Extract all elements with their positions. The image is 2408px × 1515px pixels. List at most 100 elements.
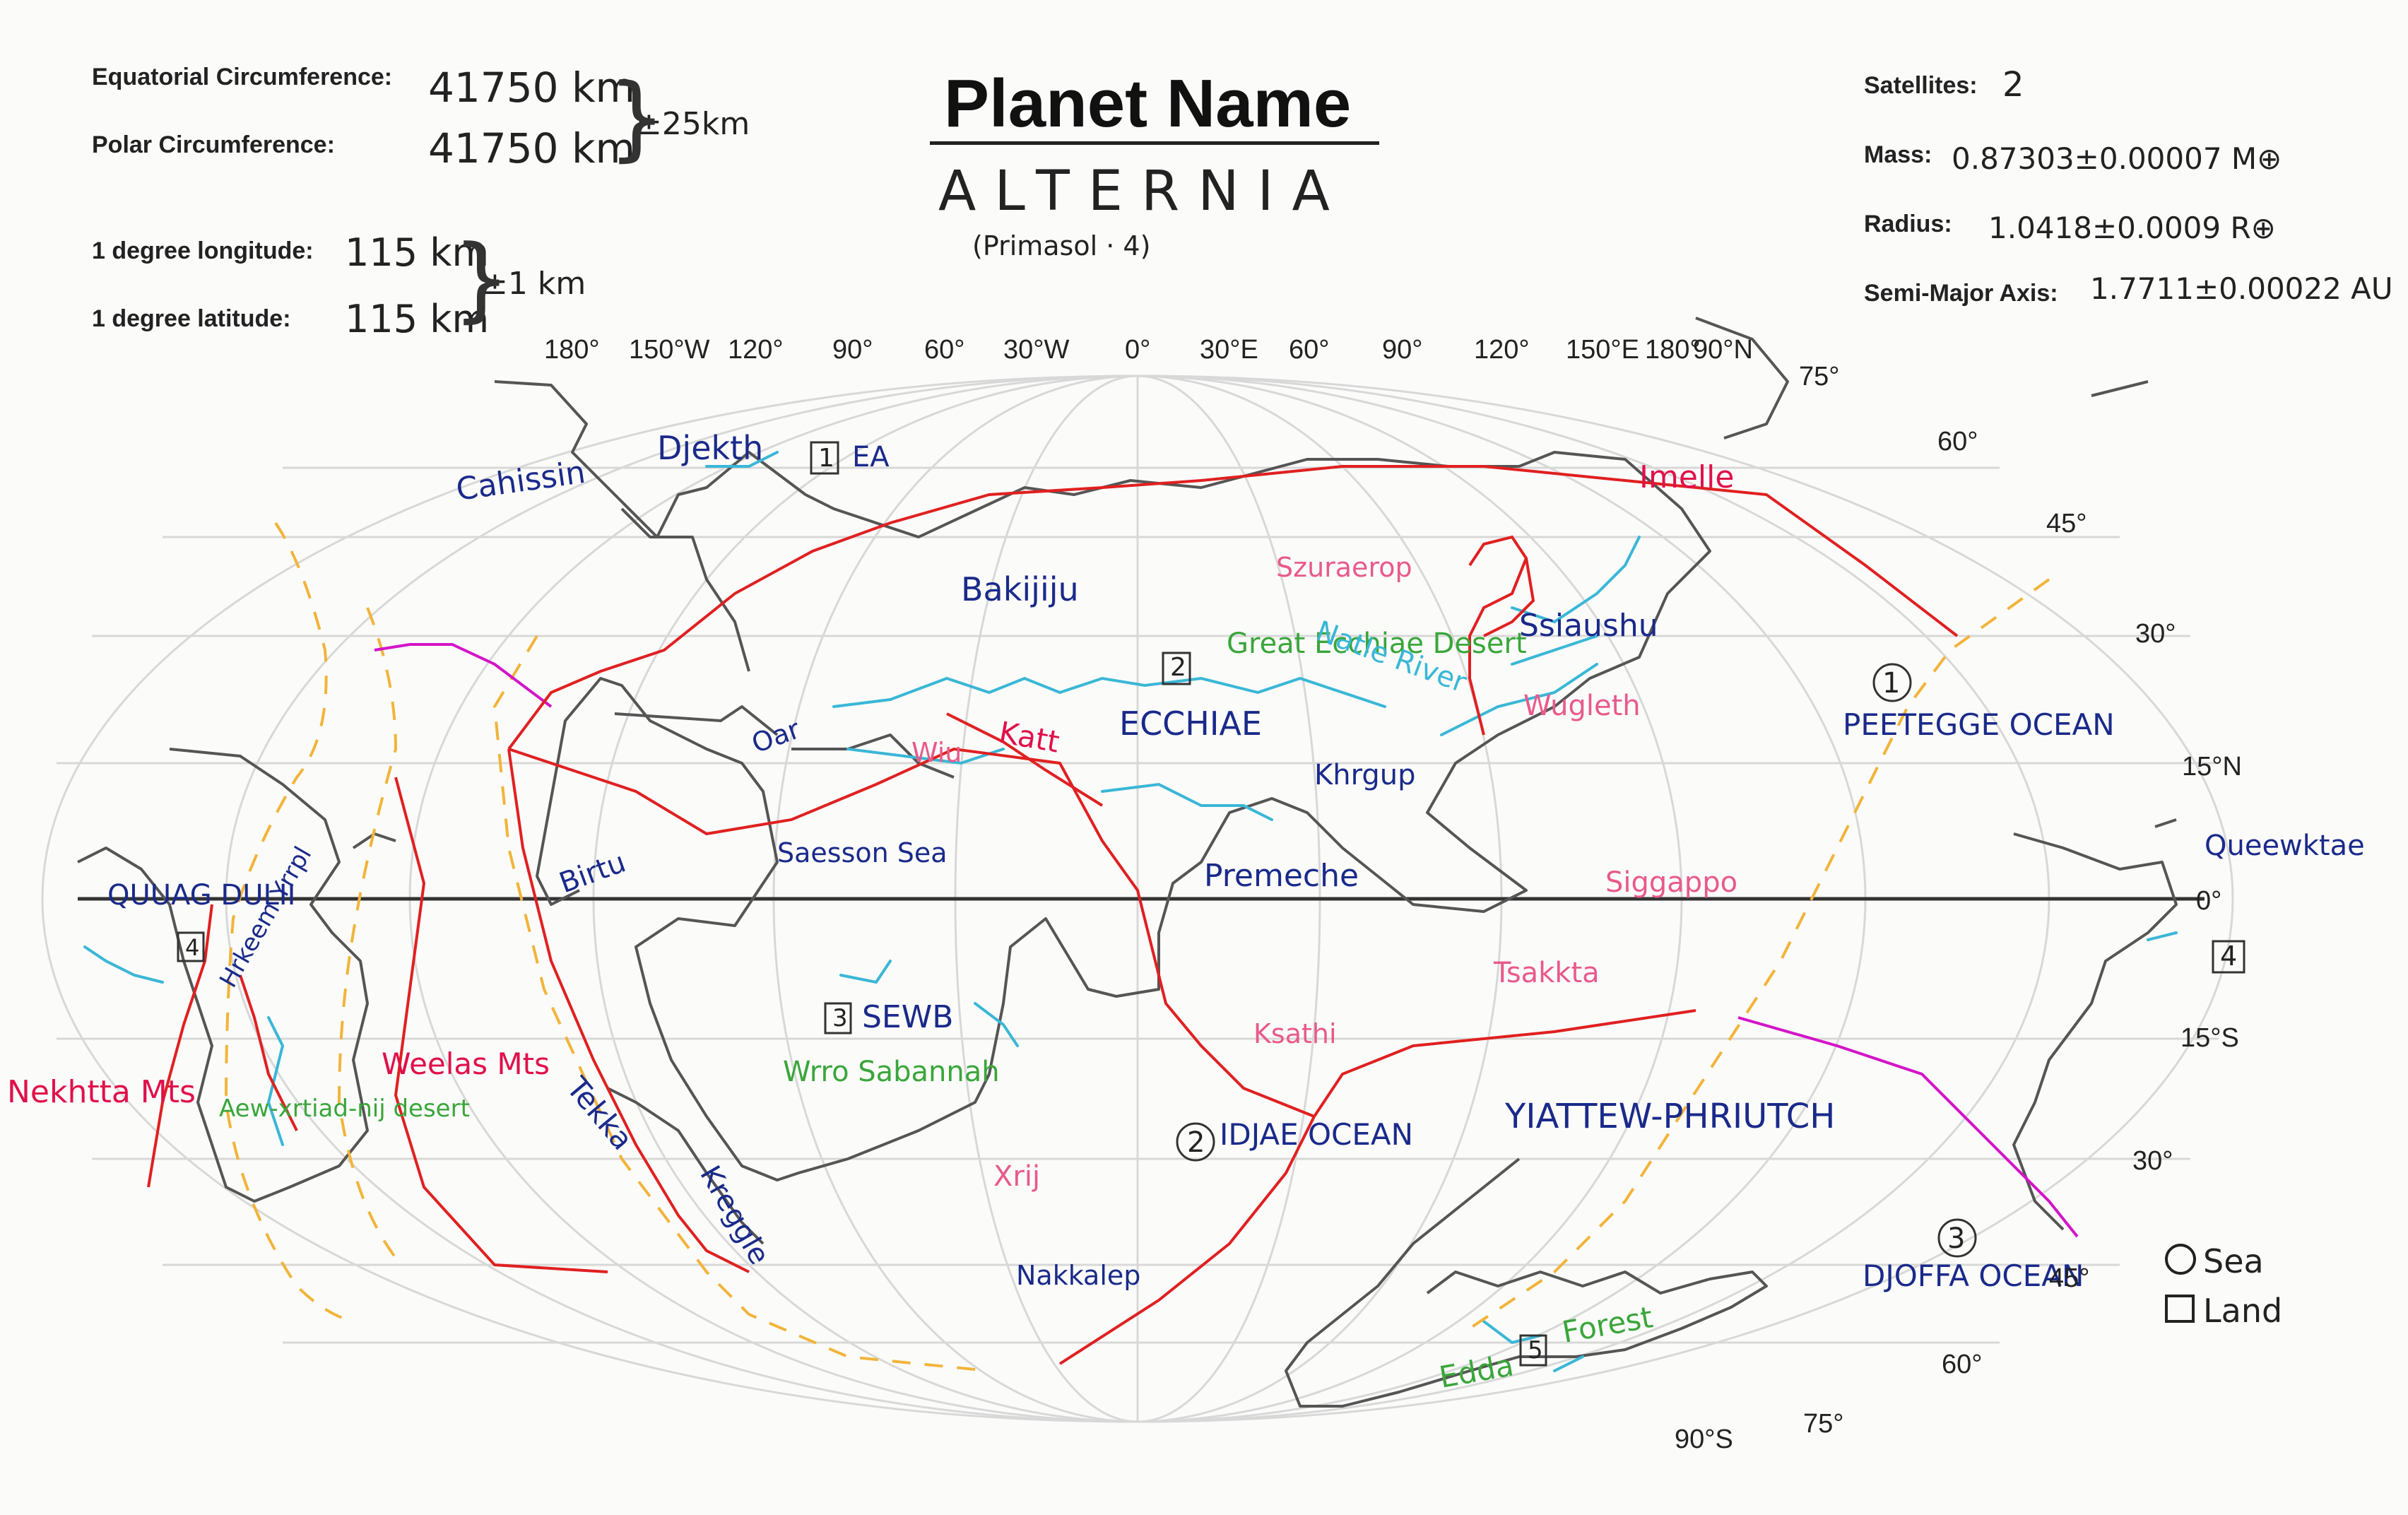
place-label-wrro-savannah: Wrro Sabannah [783,1056,1000,1088]
latitude-tick: 75° [1799,362,1840,391]
legend-land-label: Land [2203,1292,2283,1330]
longitude-tick: 120° [1474,335,1530,365]
latitude-tick: 30° [2132,1146,2173,1176]
region-number-1: 1 [818,444,834,473]
place-label-katt: Katt [996,715,1062,760]
degree-tolerance: ±1 km [482,266,586,302]
page-title: Planet Name [944,66,1352,141]
place-label-ea: EA [852,441,890,473]
longitude-tick: 150°E [1566,335,1639,365]
place-label-ecchiae: ECCHIAE [1119,705,1262,743]
place-label-tsakkta: Tsakkta [1493,957,1600,989]
latitude-tick: 75° [1803,1409,1844,1439]
longitude-tick: 30°E [1200,335,1258,365]
degree-latitude-label: 1 degree latitude: [92,305,291,332]
semi-major-axis-value: 1.7711±0.00022 AU [2090,271,2393,306]
place-label-wiu: Wiu [911,737,962,768]
latitude-tick: 30° [2135,619,2176,649]
degree-longitude-label: 1 degree longitude: [92,237,314,264]
mass-label: Mass: [1864,141,1932,168]
satellites-label: Satellites: [1864,72,1978,99]
longitude-tick: 90° [832,335,873,365]
ocean-number-2: 2 [1187,1126,1205,1159]
place-label-hrkeem-yrrpl: Hrkeem Yrrpl [214,842,317,992]
place-label-saesson-sea: Saesson Sea [777,837,948,868]
legend-sea-symbol [2165,1244,2196,1275]
ocean-number-1: 1 [1882,667,1900,700]
degree-latitude-value: 115 km [345,297,490,341]
ocean-number-circle [1872,663,1912,702]
place-label-khrgup: Khrgup [1314,759,1415,791]
place-label-edda: Edda [1436,1348,1516,1395]
place-label-xrij: Xrij [993,1160,1040,1193]
latitude-tick: 0° [2196,886,2222,916]
planet-name: ALTERNIA [938,160,1348,223]
title-underline [930,141,1379,145]
place-label-szraerop: Szuraerop [1276,552,1412,583]
latitude-tick: 15°N [2182,752,2242,782]
place-label-cahissin: Cahissin [454,454,587,508]
equatorial-circumference-label: Equatorial Circumference: [92,64,393,90]
tectonic-ridges [147,465,1959,1365]
satellites-value: 2 [2002,65,2024,105]
region-number-3: 3 [832,1004,848,1032]
semi-major-axis-label: Semi-Major Axis: [1864,280,2058,307]
legend-land-symbol [2165,1295,2195,1323]
longitude-tick: 60° [924,335,965,365]
latitude-tick: 60° [1937,427,1978,456]
ocean-number-3: 3 [1947,1222,1965,1255]
place-label-imelle: Imelle [1639,459,1734,495]
place-label-djekth: Djekth [657,429,763,467]
place-label-kreggle: Kreggle [693,1160,775,1270]
place-label-yiattew-phriutch: YIATTEW-PHRIUTCH [1504,1097,1835,1136]
longitude-tick: 180° [1645,335,1701,365]
equatorial-circumference-value: 41750 km [428,64,636,112]
planet-subtitle: (Primasol · 4) [972,230,1151,261]
region-number-2: 2 [1170,653,1186,682]
latitude-tick: 60° [1942,1350,1983,1379]
latitude-tick: 45° [2049,1263,2090,1293]
polar-circumference-label: Polar Circumference: [92,131,335,158]
place-label-wugleth: Wugleth [1523,690,1641,722]
radius-value: 1.0418±0.0009 R⊕ [1988,211,2276,245]
place-label-ssiaushu: Ssiaushu [1519,608,1658,644]
ocean-currents [224,521,2079,1372]
radius-label: Radius: [1864,211,1952,237]
land-region-box [1162,652,1191,685]
region-number-5: 5 [1528,1336,1543,1364]
rivers [83,451,2178,1372]
region-number-4-right: 4 [2220,941,2237,972]
land-region-box [1519,1334,1547,1367]
degree-longitude-value: 115 km [345,230,490,275]
place-label-siggappo: Siggappo [1605,866,1737,899]
land-region-box [2212,940,2245,974]
degree-brace: } [452,225,511,332]
ocean-number-circle [1176,1122,1215,1162]
coastlines [77,317,2178,1408]
region-number-4-left: 4 [185,934,199,961]
longitude-tick: 90° [1382,335,1423,365]
land-region-box [810,441,839,475]
place-label-quuag-dulii: QUUAG DULII [107,879,295,912]
mass-value: 0.87303±0.00007 M⊕ [1952,141,2282,176]
place-label-bakijiju: Bakijiju [961,570,1079,608]
place-label-aew-desert: Aew-xrtiad-nij desert [219,1095,470,1123]
place-label-ksathi: Ksathi [1253,1018,1337,1049]
place-label-oar: Oar [748,713,804,759]
longitude-tick: 60° [1289,335,1330,365]
longitude-tick: 30°W [1003,335,1070,365]
place-label-queewktae: Queewktae [2205,830,2365,862]
place-label-weelas-mts: Weelas Mts [382,1047,550,1081]
land-region-box [177,931,205,962]
longitude-tick: 180° [544,335,600,365]
longitude-tick: 120° [728,335,784,365]
circumference-brace: } [608,64,666,171]
place-label-nekhtta-mts: Nekhtta Mts [7,1074,196,1110]
latitude-tick: 15°S [2180,1023,2239,1053]
ocean-label-peetegge: PEETEGGE OCEAN [1843,707,2115,742]
place-label-sewb: SEWB [862,999,953,1035]
legend-sea-label: Sea [2203,1242,2264,1280]
place-label-nakkalep: Nakkalep [1016,1260,1140,1291]
latitude-tick: 45° [2046,509,2087,538]
